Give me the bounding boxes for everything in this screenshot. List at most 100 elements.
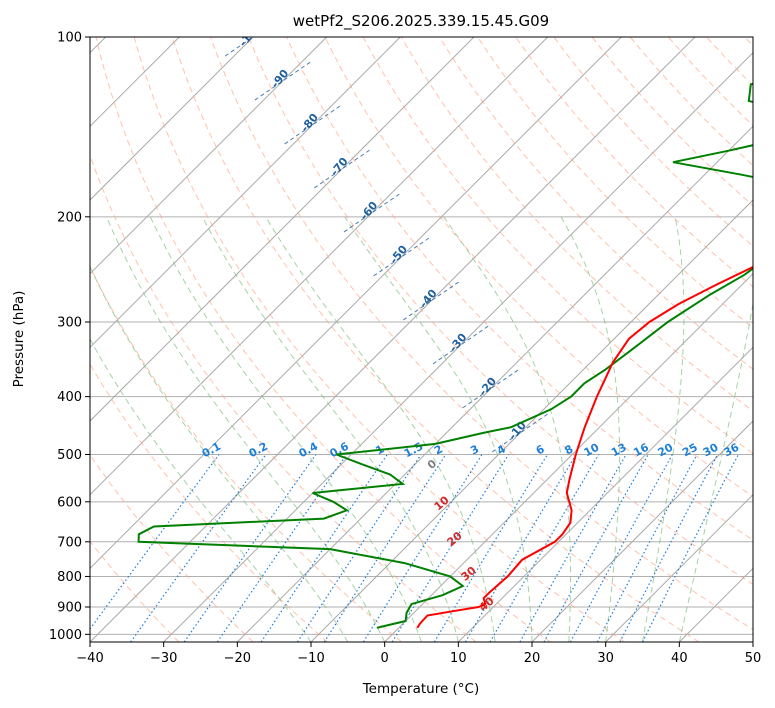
isotherm-line <box>531 420 753 642</box>
y-axis-label: Pressure (hPa) <box>11 291 27 388</box>
isotherm-line <box>90 37 622 570</box>
isotherm-line <box>752 641 753 642</box>
frost-point-curve <box>223 37 254 58</box>
frost-point-curve <box>401 281 459 322</box>
dry-adiabat <box>553 37 753 247</box>
frost-point-label: -30 <box>447 331 470 355</box>
frost-point-curve <box>253 61 311 102</box>
frost-point-label: -80 <box>298 111 321 135</box>
x-tick-label: 40 <box>671 651 688 666</box>
chart-title: wetPf2_S206.2025.339.15.45.G09 <box>293 12 549 31</box>
plot-frame <box>89 36 754 643</box>
frost-point-label: -90 <box>269 67 292 91</box>
mixing-ratio-label: 25 <box>680 441 700 460</box>
moist-adiabat <box>443 216 571 642</box>
dry-adiabat <box>744 37 753 47</box>
mixing-ratio-line <box>362 454 483 642</box>
x-tick-label: 0 <box>381 651 389 666</box>
mixing-ratio-label: 0.6 <box>328 440 352 461</box>
x-tick-label: 10 <box>450 651 467 666</box>
frost-point-curves <box>223 37 548 454</box>
x-tick-label: 30 <box>597 651 614 666</box>
y-tick-label: 900 <box>57 600 82 615</box>
x-axis-label: Temperature (°C) <box>362 681 480 697</box>
frost-point-label: -10 <box>506 419 529 443</box>
mixing-ratio-label: 30 <box>701 441 721 460</box>
mixing-ratio-line <box>296 454 422 642</box>
mixing-ratio-label: 6 <box>534 442 547 457</box>
mixing-ratio-line <box>642 454 739 642</box>
frost-point-curve <box>460 369 519 410</box>
dry-adiabat <box>477 37 753 329</box>
x-axis-ticks: −40 −30 −20 −10 0 10 20 30 40 50 <box>76 642 761 666</box>
x-tick-label: −30 <box>150 651 177 666</box>
isotherm-line <box>90 37 328 275</box>
mixing-ratio-line <box>619 454 719 642</box>
moist-adiabat <box>90 338 312 642</box>
dry-adiabat <box>90 153 477 642</box>
mixing-ratio-label: 0.1 <box>200 440 223 461</box>
dry-adiabat <box>171 37 700 642</box>
mixing-ratio-label: 3 <box>468 442 481 457</box>
isotherm-line <box>310 199 753 642</box>
saturation-label: 30 <box>459 564 479 584</box>
frost-point-curve <box>282 105 341 146</box>
isobar-gridlines <box>90 37 753 635</box>
isotherm-line <box>457 346 753 642</box>
y-tick-label: 300 <box>57 315 82 330</box>
mixing-ratio-line <box>391 454 510 642</box>
mixing-ratio-line <box>130 454 267 642</box>
moist-adiabat <box>678 301 753 642</box>
mixing-ratio-line <box>489 454 600 642</box>
frost-point-curve <box>490 413 548 454</box>
moist-adiabat <box>642 216 685 642</box>
isotherm-line <box>163 51 753 642</box>
frost-point-label: -50 <box>387 243 410 267</box>
frost-point-curve <box>371 237 430 278</box>
moist-adiabat <box>106 216 386 642</box>
mixing-ratio-line <box>464 454 577 642</box>
y-tick-label: 100 <box>57 31 82 46</box>
moist-adiabats <box>90 216 753 642</box>
frost-point-curve <box>312 149 370 190</box>
dry-adiabat <box>90 453 254 642</box>
mixing-ratio-label: 10 <box>582 441 602 460</box>
x-tick-label: −20 <box>224 651 251 666</box>
moist-adiabat <box>90 265 349 642</box>
y-tick-label: 400 <box>57 390 82 405</box>
mixing-ratio-label: 20 <box>656 441 676 460</box>
dry-adiabat <box>133 37 625 642</box>
mixing-ratio-line <box>519 454 627 642</box>
saturation-label: 10 <box>432 493 452 513</box>
dry-adiabat <box>324 37 753 498</box>
saturation-label: 0 <box>425 457 439 472</box>
isotherm-line <box>678 567 753 642</box>
isotherm-lines <box>90 37 753 642</box>
isotherm-line <box>90 37 696 642</box>
moist-adiabat <box>149 216 422 642</box>
mixing-ratio-line <box>323 454 447 642</box>
x-tick-label: 50 <box>745 651 762 666</box>
isotherm-line <box>90 37 401 349</box>
x-tick-label: 20 <box>524 651 541 666</box>
mixing-ratio-label: 8 <box>562 442 575 457</box>
temperature-series-line <box>416 265 753 629</box>
saturation-label: 40 <box>477 594 497 614</box>
mixing-ratio-label: 16 <box>631 441 651 460</box>
dry-adiabat <box>90 363 328 642</box>
y-tick-label: 500 <box>57 448 82 463</box>
reference-line-labels: 0.1 0.2 0.4 0.6 1 1.5 2 3 4 6 8 10 13 16 20 25 30 36-100-… <box>200 20 742 614</box>
dry-adiabat <box>210 37 753 631</box>
isotherm-line <box>384 272 753 642</box>
isotherm-line <box>90 37 254 201</box>
saturation-label: 20 <box>445 529 465 549</box>
frost-point-label: -100 <box>236 20 264 50</box>
dry-adiabat <box>248 37 753 586</box>
dry-adiabat <box>668 37 753 127</box>
dewpoint-series-line <box>137 82 753 629</box>
mixing-ratio-label: 36 <box>722 441 742 460</box>
frost-point-label: -70 <box>328 155 351 179</box>
frost-point-curve <box>431 325 489 366</box>
x-tick-label: −10 <box>297 651 324 666</box>
